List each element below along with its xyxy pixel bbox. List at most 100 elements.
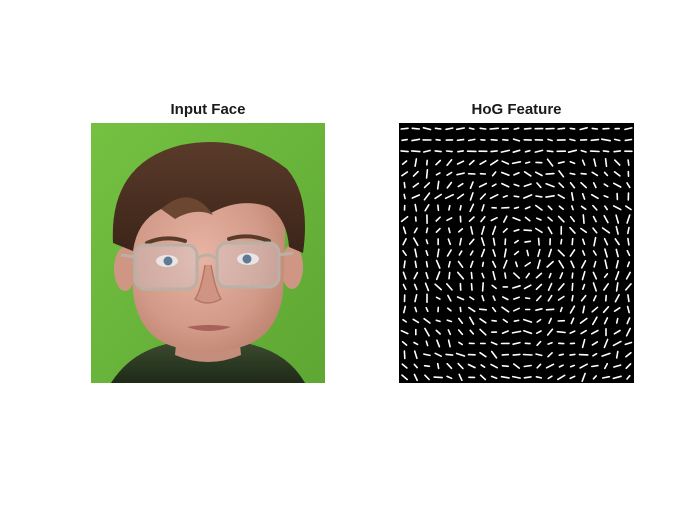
hog-cell-glyph bbox=[624, 341, 633, 346]
hog-cell-glyph bbox=[525, 272, 530, 279]
hog-cell-glyph bbox=[582, 214, 585, 224]
hog-cell-glyph bbox=[615, 260, 619, 269]
hog-cell-glyph bbox=[613, 170, 621, 177]
hog-cell-glyph bbox=[490, 216, 498, 222]
hog-cell-glyph bbox=[412, 170, 419, 177]
hog-cell-glyph bbox=[491, 183, 497, 188]
hog-cell-glyph bbox=[569, 364, 576, 368]
hog-cell-glyph bbox=[456, 160, 465, 165]
hog-cell-glyph bbox=[569, 127, 576, 130]
hog-cell-glyph bbox=[458, 250, 463, 256]
hog-cell-glyph bbox=[402, 238, 407, 246]
hog-cell-glyph bbox=[615, 350, 619, 359]
hog-cell-glyph bbox=[414, 260, 418, 268]
hog-cell-glyph bbox=[468, 306, 476, 313]
hog-cell-glyph bbox=[457, 317, 464, 324]
hog-cell-glyph bbox=[614, 159, 621, 166]
hog-cell-glyph bbox=[437, 204, 440, 212]
hog-cell-glyph bbox=[626, 374, 631, 380]
hog-cell-glyph bbox=[479, 351, 487, 358]
hog-cell-glyph bbox=[546, 158, 554, 167]
hog-cell-glyph bbox=[501, 160, 510, 165]
hog-cell-glyph bbox=[523, 376, 532, 379]
hog-cell-glyph bbox=[469, 250, 474, 256]
hog-cell-glyph bbox=[446, 375, 453, 380]
hog-cell-glyph bbox=[523, 318, 533, 323]
hog-cell-glyph bbox=[513, 307, 520, 312]
hog-cell-glyph bbox=[489, 193, 499, 200]
hog-cell-glyph bbox=[592, 181, 597, 189]
hog-cell-glyph bbox=[547, 352, 553, 358]
hog-cell-glyph bbox=[612, 205, 622, 211]
hog-cell-glyph bbox=[456, 271, 465, 280]
hog-cell-glyph bbox=[601, 375, 611, 379]
hog-cell-glyph bbox=[425, 261, 429, 268]
hog-cell-glyph bbox=[414, 294, 418, 303]
hog-cell-glyph bbox=[403, 181, 406, 189]
hog-cell-glyph bbox=[624, 127, 633, 131]
hog-cell-glyph bbox=[413, 350, 418, 360]
hog-cell-glyph bbox=[457, 362, 464, 370]
hog-cell-glyph bbox=[478, 308, 487, 311]
hog-cell-glyph bbox=[400, 127, 409, 130]
hog-cell-glyph bbox=[503, 215, 508, 223]
hog-cell-glyph bbox=[457, 260, 464, 268]
left-eyebrow bbox=[145, 236, 187, 245]
hog-cell-glyph bbox=[456, 172, 465, 176]
hog-cell-glyph bbox=[536, 217, 542, 221]
hog-cell-glyph bbox=[402, 226, 407, 235]
hog-cell-glyph bbox=[570, 260, 575, 269]
hog-cell-glyph bbox=[512, 138, 521, 142]
hog-cell-glyph bbox=[547, 341, 553, 345]
hog-cell-glyph bbox=[590, 193, 599, 200]
hog-cell-glyph bbox=[593, 236, 597, 247]
hog-cell-glyph bbox=[402, 250, 407, 256]
hog-cell-glyph bbox=[402, 283, 407, 291]
hog-feature-image bbox=[399, 123, 634, 383]
hog-cell-glyph bbox=[491, 319, 497, 322]
hog-cell-glyph bbox=[492, 260, 497, 268]
hog-cell-glyph bbox=[468, 127, 475, 130]
hog-cell-glyph bbox=[523, 229, 533, 232]
hog-cell-glyph bbox=[436, 248, 440, 258]
hog-cell-glyph bbox=[603, 195, 609, 198]
hog-cell-glyph bbox=[500, 375, 510, 379]
hog-cell-glyph bbox=[559, 306, 563, 313]
hog-cell-glyph bbox=[547, 282, 553, 291]
hog-cell-glyph bbox=[559, 272, 564, 280]
hog-cell-glyph bbox=[580, 205, 587, 211]
hog-cell-glyph bbox=[557, 127, 566, 130]
hog-cell-glyph bbox=[479, 374, 487, 381]
hog-cell-glyph bbox=[625, 327, 631, 337]
hog-cell-glyph bbox=[537, 259, 541, 270]
hog-cell-glyph bbox=[512, 375, 521, 379]
hog-cell-glyph bbox=[480, 215, 486, 223]
hog-cell-glyph bbox=[469, 329, 475, 335]
hog-cell-glyph bbox=[435, 271, 441, 281]
hog-cell-glyph bbox=[513, 206, 520, 210]
hog-cell-glyph bbox=[548, 248, 552, 258]
hog-cell-glyph bbox=[590, 138, 600, 142]
hog-cell-glyph bbox=[468, 159, 475, 166]
hog-cell-glyph bbox=[436, 339, 441, 348]
hog-cell-glyph bbox=[435, 138, 441, 142]
hog-cell-glyph bbox=[569, 249, 576, 257]
hog-cell-glyph bbox=[582, 305, 586, 314]
hog-cell-glyph bbox=[502, 318, 508, 323]
hog-cell-glyph bbox=[457, 228, 464, 233]
hog-cell-glyph bbox=[480, 237, 485, 247]
hog-cell-glyph bbox=[535, 283, 543, 291]
hog-cell-glyph bbox=[558, 170, 565, 178]
hog-cell-glyph bbox=[435, 259, 441, 269]
hog-cell-glyph bbox=[614, 238, 620, 246]
hog-cell-glyph bbox=[625, 363, 632, 370]
hog-cell-glyph bbox=[580, 172, 587, 175]
hog-cell-glyph bbox=[626, 249, 631, 257]
hog-cell-glyph bbox=[602, 150, 610, 153]
hog-cell-glyph bbox=[502, 227, 508, 233]
hog-cell-glyph bbox=[503, 248, 507, 258]
hog-cell-glyph bbox=[501, 330, 509, 335]
hog-cell-glyph bbox=[513, 319, 520, 322]
hog-cell-glyph bbox=[547, 294, 553, 302]
hog-cell-glyph bbox=[615, 214, 620, 224]
